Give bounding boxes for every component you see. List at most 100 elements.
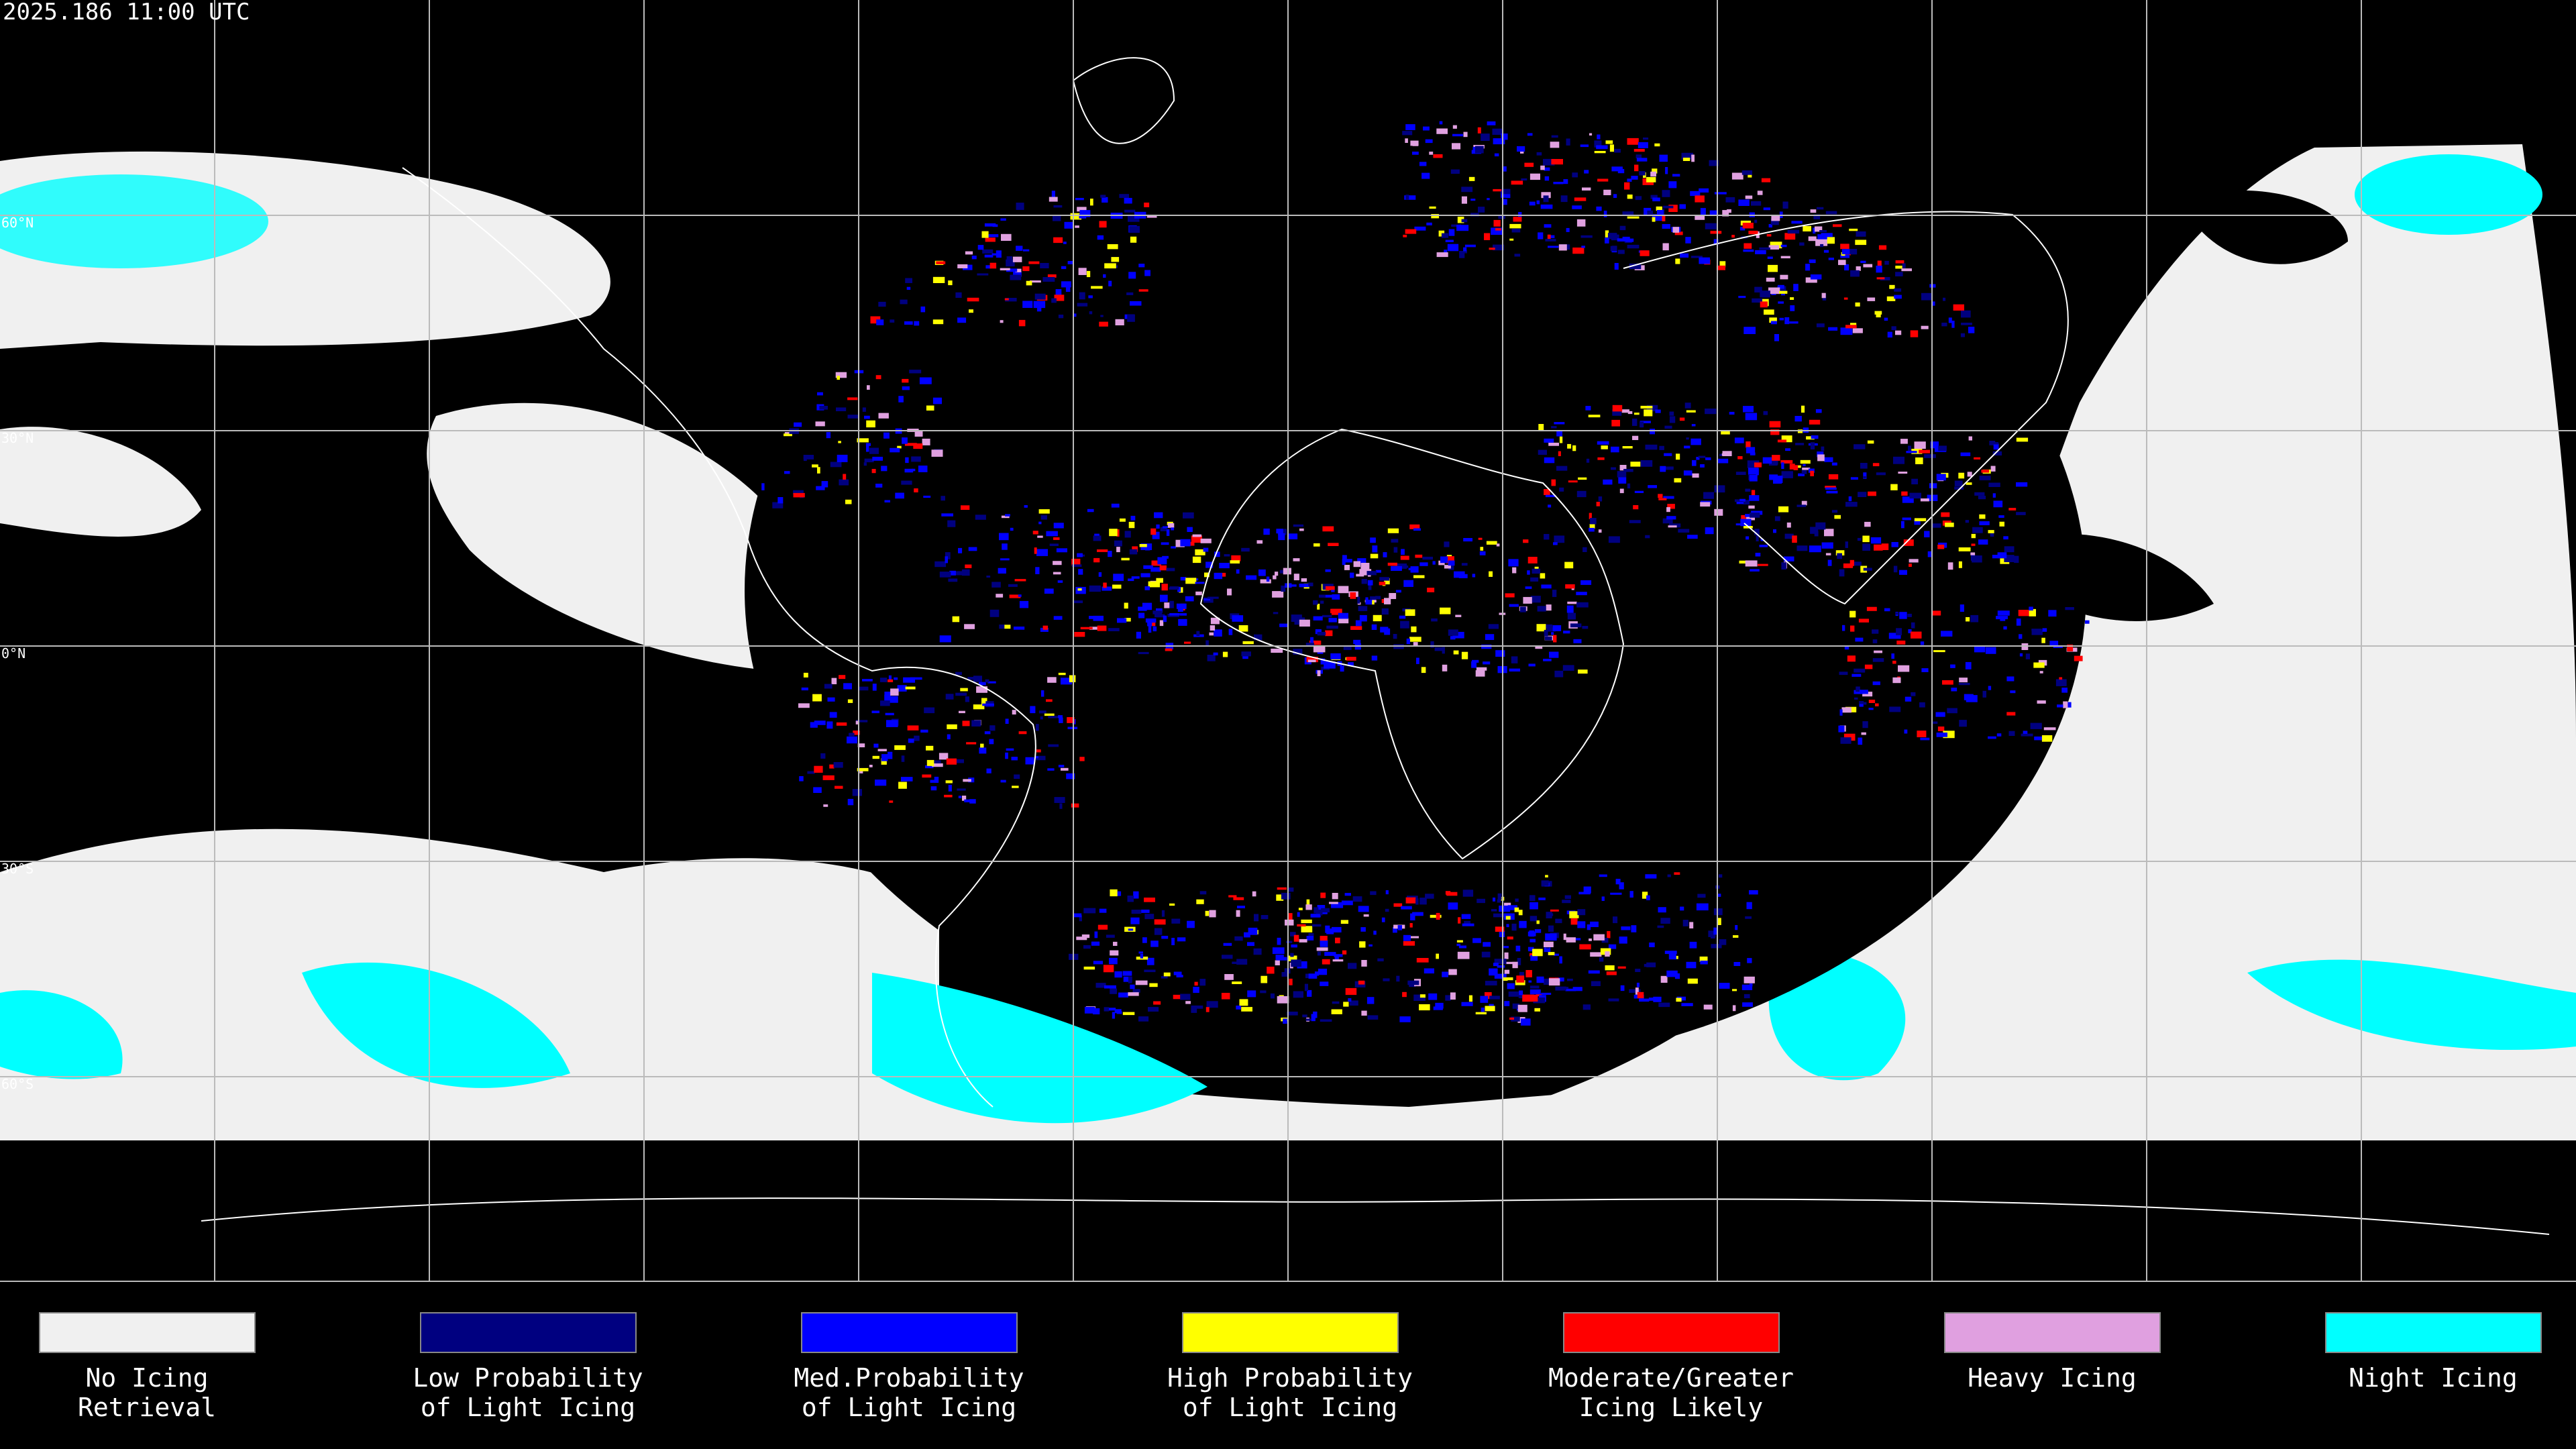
icing-pixel — [1310, 914, 1320, 918]
icing-pixel — [1077, 588, 1082, 591]
icing-pixel — [1133, 891, 1139, 899]
icing-pixel — [1537, 606, 1546, 612]
icing-pixel — [1446, 892, 1458, 896]
icing-pixel — [1525, 586, 1532, 589]
icing-pixel — [1242, 641, 1254, 645]
icing-pixel — [1821, 292, 1826, 299]
icing-pixel — [1808, 468, 1815, 473]
icing-pixel — [1619, 488, 1624, 494]
icing-pixel — [1453, 650, 1459, 655]
clear-sky — [2180, 190, 2348, 264]
icing-pixel — [1459, 251, 1465, 258]
icing-pixel — [1676, 998, 1682, 1002]
icing-pixel — [1316, 909, 1323, 916]
icing-pixel — [1177, 586, 1181, 592]
icing-pixel — [1589, 527, 1595, 532]
icing-pixel — [958, 547, 963, 553]
icing-pixel — [979, 747, 987, 754]
icing-pixel — [1729, 411, 1735, 415]
icing-pixel — [1069, 675, 1076, 682]
icing-pixel — [1743, 406, 1754, 413]
icing-pixel — [1000, 780, 1006, 783]
icing-pixel — [1518, 910, 1523, 916]
icing-pixel — [1403, 934, 1411, 941]
icing-pixel — [1160, 527, 1167, 531]
icing-pixel — [1741, 515, 1749, 521]
icing-pixel — [1497, 893, 1502, 900]
legend-label: Heavy Icing — [1968, 1363, 2137, 1393]
icing-pixel — [987, 681, 996, 684]
icing-pixel — [1058, 315, 1064, 319]
icing-pixel — [1742, 1002, 1753, 1007]
icing-pixel — [1033, 301, 1046, 309]
legend-swatch — [1563, 1312, 1780, 1353]
icing-pixel — [1231, 555, 1241, 561]
icing-pixel — [1173, 971, 1182, 975]
icing-pixel — [1779, 317, 1784, 321]
icing-pixel — [857, 438, 869, 443]
icing-pixel — [1520, 150, 1524, 154]
icing-pixel — [1746, 447, 1756, 453]
icing-pixel — [1654, 143, 1660, 147]
icing-pixel — [1452, 133, 1463, 137]
icing-pixel — [1224, 554, 1230, 557]
icing-pixel — [1667, 504, 1675, 509]
icing-pixel — [1805, 277, 1817, 283]
icing-pixel — [1358, 606, 1368, 611]
icing-pixel — [1988, 686, 1992, 690]
icing-pixel — [1937, 544, 1945, 549]
icing-pixel — [1743, 976, 1755, 983]
icing-pixel — [1014, 579, 1026, 582]
icing-pixel — [901, 480, 912, 485]
icing-pixel — [1432, 561, 1436, 565]
icing-pixel — [1047, 274, 1057, 278]
icing-pixel — [1065, 287, 1071, 292]
icing-pixel — [1877, 260, 1882, 267]
icing-pixel — [1872, 629, 1879, 634]
icing-pixel — [1036, 724, 1039, 731]
icing-pixel — [1594, 140, 1602, 148]
icing-pixel — [1770, 460, 1778, 465]
icing-pixel — [1845, 502, 1858, 507]
icing-pixel — [1958, 547, 1971, 551]
icing-pixel — [1208, 596, 1219, 599]
icing-pixel — [1328, 543, 1339, 546]
icing-pixel — [1682, 920, 1688, 926]
icing-pixel — [1985, 647, 1996, 654]
icing-pixel — [879, 678, 888, 682]
icing-pixel — [1176, 975, 1183, 977]
icing-pixel — [1305, 1018, 1311, 1021]
icing-pixel — [901, 755, 905, 762]
icing-pixel — [1690, 438, 1701, 445]
icing-pixel — [1774, 516, 1780, 521]
icing-pixel — [945, 552, 951, 559]
icing-pixel — [1102, 197, 1108, 203]
icing-pixel — [1919, 702, 1925, 708]
icing-pixel — [1090, 199, 1093, 206]
icing-pixel — [1185, 1001, 1191, 1004]
icing-pixel — [1385, 890, 1389, 895]
icing-pixel — [1514, 254, 1521, 257]
icing-pixel — [1700, 464, 1705, 468]
icing-pixel — [1810, 527, 1819, 534]
icing-pixel — [1554, 953, 1559, 956]
icing-pixel — [1841, 249, 1850, 255]
icing-pixel — [1849, 610, 1856, 618]
icing-pixel — [1617, 471, 1627, 478]
icing-pixel — [1761, 178, 1771, 182]
icing-pixel — [1538, 232, 1544, 239]
icing-pixel — [1032, 531, 1038, 535]
icing-pixel — [1568, 480, 1578, 483]
icing-pixel — [1014, 774, 1020, 779]
icing-pixel — [1179, 587, 1183, 593]
icing-pixel — [1171, 527, 1175, 531]
icing-pixel — [1852, 328, 1863, 333]
icing-pixel — [1241, 1007, 1252, 1012]
icing-pixel — [1992, 442, 1998, 445]
icing-pixel — [1815, 522, 1826, 530]
icing-pixel — [947, 520, 956, 527]
icing-pixel — [1436, 252, 1448, 258]
icing-pixel — [1820, 244, 1824, 248]
icing-pixel — [1102, 586, 1112, 591]
icing-pixel — [1743, 249, 1754, 252]
